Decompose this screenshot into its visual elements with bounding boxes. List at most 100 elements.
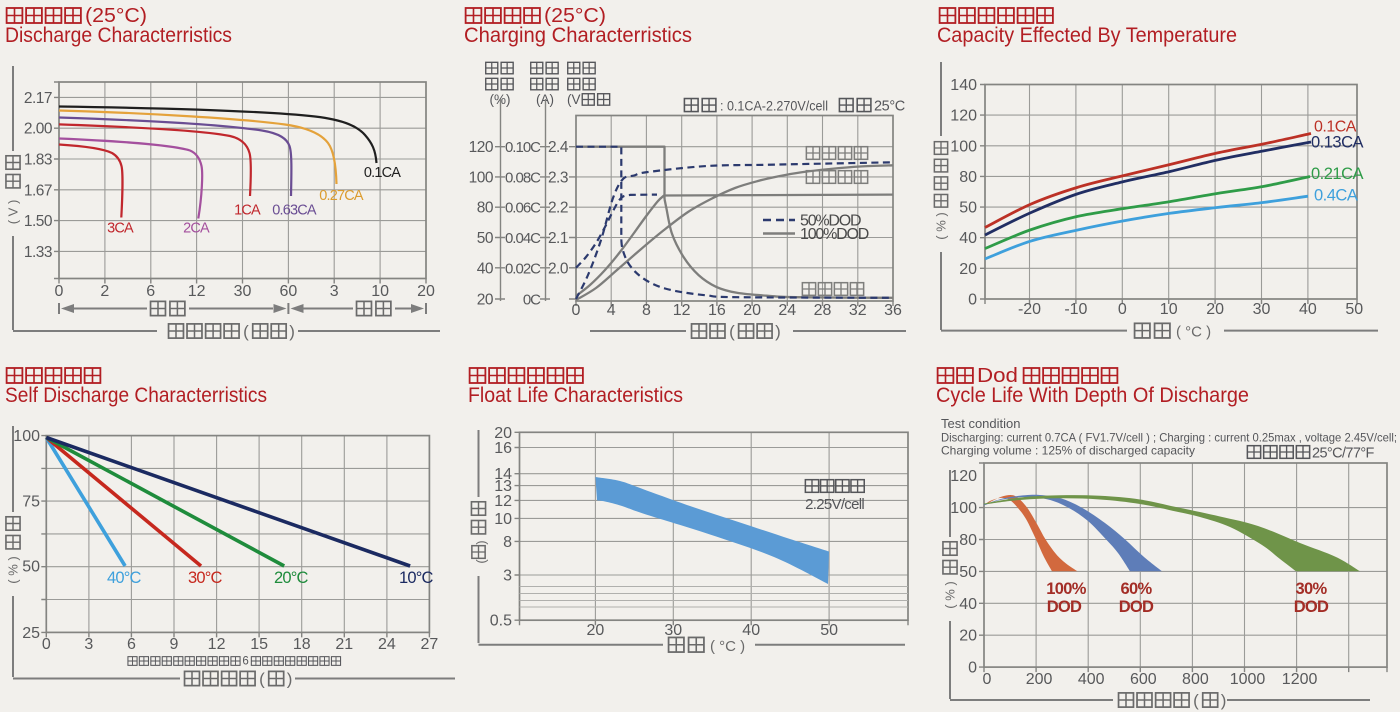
svg-text:4: 4 <box>607 302 616 319</box>
svg-text:2.3: 2.3 <box>548 169 568 186</box>
svg-text:0: 0 <box>55 283 64 300</box>
svg-text:50: 50 <box>959 200 977 217</box>
svg-text:50%DOD: 50%DOD <box>800 213 861 230</box>
svg-text:1.33: 1.33 <box>24 244 52 261</box>
svg-text:(: ( <box>1193 691 1199 710</box>
svg-text:6: 6 <box>146 283 155 300</box>
svg-text:Float Life Characteristics: Float Life Characteristics <box>468 384 683 407</box>
svg-text:100%: 100% <box>1046 580 1086 598</box>
svg-text:12: 12 <box>673 302 691 319</box>
svg-text:20: 20 <box>494 425 512 442</box>
svg-text:20: 20 <box>743 302 761 319</box>
svg-text:0.27CA: 0.27CA <box>319 188 364 204</box>
svg-text:18: 18 <box>293 636 311 653</box>
svg-text:200: 200 <box>1026 671 1053 688</box>
svg-text:10: 10 <box>494 511 512 528</box>
svg-text:0.5: 0.5 <box>490 613 512 630</box>
svg-text:Discharging: current 0.7CA ( F: Discharging: current 0.7CA ( FV1.7V/cell… <box>941 431 1397 445</box>
svg-text:28: 28 <box>814 302 832 319</box>
svg-text:0.1CA: 0.1CA <box>1314 119 1357 136</box>
svg-text:60%: 60% <box>1121 580 1153 598</box>
svg-text:( °C ): ( °C ) <box>1176 324 1211 341</box>
svg-text:): ) <box>1221 691 1227 710</box>
svg-text:15: 15 <box>250 636 268 653</box>
svg-text:DOD: DOD <box>1294 598 1329 616</box>
svg-text:80: 80 <box>477 200 494 217</box>
svg-text:0.02C: 0.02C <box>505 260 541 277</box>
svg-text:): ) <box>775 322 781 341</box>
svg-text:Self Discharge Characterristic: Self Discharge Characterristics <box>5 384 267 407</box>
svg-text:Discharge Characterristics: Discharge Characterristics <box>5 24 232 47</box>
svg-text:600: 600 <box>1130 671 1157 688</box>
svg-text:20: 20 <box>959 261 977 278</box>
svg-text:6: 6 <box>242 656 248 668</box>
svg-text:3CA: 3CA <box>107 221 134 237</box>
svg-text:40: 40 <box>1299 301 1317 318</box>
svg-text:0.13CA: 0.13CA <box>1311 134 1364 152</box>
svg-text:(V: (V <box>567 92 581 107</box>
svg-text:( % ): ( % ) <box>6 556 21 583</box>
svg-text:(25°C): (25°C) <box>85 5 147 27</box>
svg-text:0: 0 <box>968 291 977 308</box>
svg-text:12: 12 <box>208 636 226 653</box>
svg-text:80: 80 <box>959 532 977 549</box>
svg-text:40: 40 <box>959 230 977 247</box>
svg-text:400: 400 <box>1078 671 1105 688</box>
svg-text:0.1CA: 0.1CA <box>364 165 401 181</box>
svg-text:1000: 1000 <box>1230 671 1266 688</box>
svg-text:2.25V/cell: 2.25V/cell <box>805 496 864 513</box>
svg-text:50: 50 <box>477 230 494 247</box>
svg-text:50: 50 <box>959 564 977 581</box>
svg-text:Dod: Dod <box>977 365 1018 387</box>
svg-text:Charging volume : 125% of disc: Charging volume : 125% of discharged cap… <box>941 444 1195 458</box>
svg-text:(25°C): (25°C) <box>544 5 606 27</box>
svg-text:9: 9 <box>170 636 179 653</box>
svg-text:Test condition: Test condition <box>941 416 1021 431</box>
svg-text:75: 75 <box>22 494 40 511</box>
svg-text:0: 0 <box>42 636 51 653</box>
svg-text:2CA: 2CA <box>183 221 210 237</box>
svg-text:3: 3 <box>84 636 93 653</box>
svg-text:0: 0 <box>983 671 992 688</box>
svg-text:40°C: 40°C <box>107 569 142 587</box>
svg-text:DOD: DOD <box>1119 598 1154 616</box>
svg-text:0C: 0C <box>523 292 541 309</box>
svg-text:1200: 1200 <box>1282 671 1318 688</box>
svg-text:30: 30 <box>234 283 252 300</box>
svg-text:120: 120 <box>950 468 977 485</box>
svg-text:): ) <box>287 670 293 689</box>
svg-text:100: 100 <box>13 428 40 445</box>
svg-text:14: 14 <box>494 466 512 483</box>
svg-text:24: 24 <box>778 302 796 319</box>
svg-text:30%: 30% <box>1296 580 1328 598</box>
svg-text:16: 16 <box>494 440 512 457</box>
svg-text:1.50: 1.50 <box>24 213 53 230</box>
svg-text:30: 30 <box>664 622 682 639</box>
svg-text:0.08C: 0.08C <box>505 169 541 186</box>
svg-text:20: 20 <box>477 292 494 309</box>
svg-text:1CA: 1CA <box>234 203 261 219</box>
svg-text:50: 50 <box>22 559 40 576</box>
svg-text:30°C: 30°C <box>188 569 223 587</box>
svg-text:): ) <box>289 322 295 341</box>
svg-text:120: 120 <box>469 139 494 156</box>
svg-text:0.10C: 0.10C <box>505 139 541 156</box>
svg-text:2.4: 2.4 <box>548 139 569 156</box>
svg-text:25°C: 25°C <box>874 99 905 115</box>
svg-text:( % ): ( % ) <box>934 212 949 239</box>
svg-text:13: 13 <box>494 478 512 495</box>
svg-text:DOD: DOD <box>1047 598 1082 616</box>
svg-text:( % ): ( % ) <box>943 581 958 608</box>
svg-text:36: 36 <box>884 302 902 319</box>
svg-text:100%DOD: 100%DOD <box>800 226 869 243</box>
svg-text:8: 8 <box>642 302 651 319</box>
svg-text:Charging Characterristics: Charging Characterristics <box>464 24 692 47</box>
svg-text:2: 2 <box>100 283 109 300</box>
svg-text:(: ( <box>259 670 265 689</box>
svg-text:140: 140 <box>950 77 977 94</box>
svg-text:12: 12 <box>188 283 206 300</box>
svg-text:10: 10 <box>1160 301 1178 318</box>
svg-text:16: 16 <box>708 302 726 319</box>
svg-text:1.67: 1.67 <box>24 182 52 199</box>
svg-text:2.0: 2.0 <box>548 260 569 277</box>
